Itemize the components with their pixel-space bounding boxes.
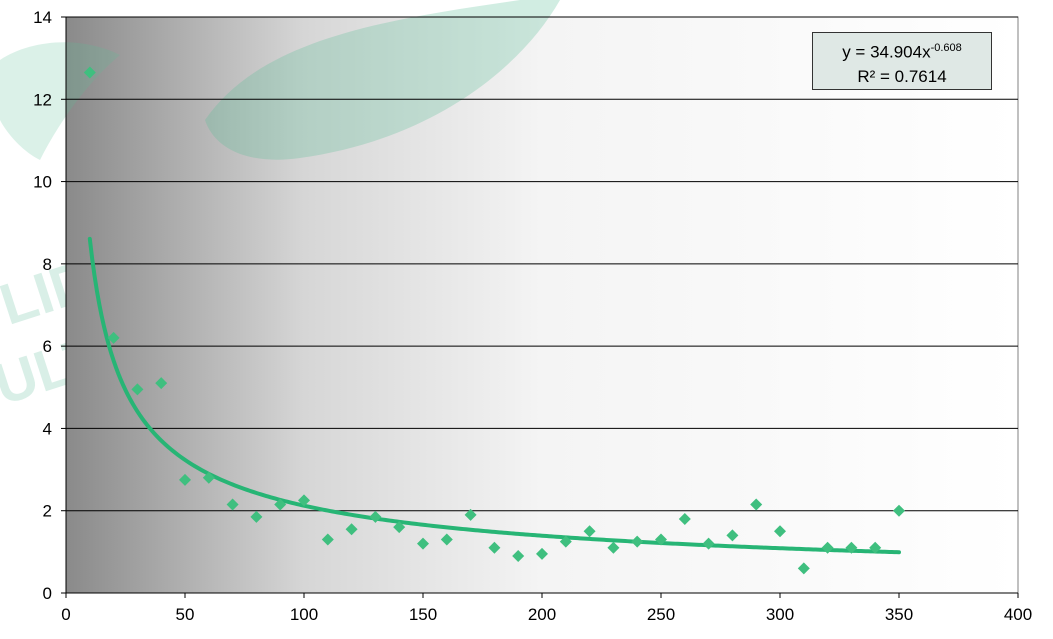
y-tick-label: 10 — [33, 173, 52, 192]
x-tick-label: 50 — [176, 605, 195, 624]
data-point — [536, 547, 548, 560]
x-tick-label: 100 — [290, 605, 318, 624]
data-point — [893, 504, 905, 517]
data-point — [417, 537, 429, 550]
data-point — [655, 533, 667, 546]
data-point — [440, 533, 453, 546]
x-tick-label: 0 — [61, 605, 70, 624]
y-tick-label: 4 — [43, 419, 52, 438]
y-tick-label: 6 — [43, 337, 52, 356]
y-tick-label: 8 — [43, 255, 52, 274]
y-tick-label: 2 — [43, 502, 52, 521]
data-point — [298, 494, 310, 507]
data-point — [250, 510, 263, 523]
data-point — [464, 508, 477, 521]
data-point — [726, 529, 739, 542]
data-point — [107, 331, 120, 344]
data-point — [583, 525, 596, 538]
data-point — [678, 512, 691, 525]
y-tick-label: 0 — [43, 584, 52, 603]
data-point — [155, 377, 168, 390]
data-point — [369, 510, 382, 523]
equation-box: y = 34.904x-0.608 R² = 0.7614 — [812, 32, 992, 90]
data-point — [321, 533, 334, 546]
data-point — [821, 541, 834, 554]
plot-area — [65, 16, 1019, 594]
x-tick-label: 350 — [885, 605, 913, 624]
x-tick-labels: 0 50 100 150 200 250 300 350 400 — [61, 605, 1032, 624]
x-tick-label: 200 — [528, 605, 556, 624]
data-point — [869, 541, 882, 554]
data-point — [179, 473, 191, 486]
data-point — [845, 541, 858, 554]
data-points — [83, 66, 905, 575]
data-point — [774, 525, 786, 538]
r-squared-text: R² = 0.7614 — [857, 66, 947, 86]
data-point — [512, 549, 525, 562]
equation-prefix: y = 34.904x — [842, 42, 931, 62]
data-point — [83, 66, 96, 79]
grid-lines — [66, 16, 1018, 512]
data-point — [202, 471, 215, 484]
data-point — [797, 562, 810, 575]
watermark-leaf-shape — [205, 0, 560, 160]
equation-line: y = 34.904x-0.608 — [813, 36, 991, 65]
data-point — [750, 498, 763, 511]
equation-exponent: -0.608 — [930, 42, 962, 54]
y-tick-label: 12 — [33, 90, 52, 109]
data-point — [226, 498, 239, 511]
x-tick-label: 400 — [1004, 605, 1032, 624]
data-point — [607, 541, 620, 554]
y-tick-label: 14 — [33, 8, 52, 27]
data-point — [393, 521, 406, 534]
y-tick-labels: 0 2 4 6 8 10 12 14 — [33, 8, 52, 603]
data-point — [631, 535, 644, 548]
trendline-group — [87, 236, 901, 555]
data-point — [274, 498, 287, 511]
axes — [61, 16, 1019, 598]
x-tick-label: 250 — [647, 605, 675, 624]
data-point — [488, 541, 501, 554]
x-tick-label: 150 — [409, 605, 437, 624]
data-point — [559, 535, 572, 548]
data-point — [131, 383, 144, 396]
data-point — [702, 537, 715, 550]
x-tick-label: 300 — [766, 605, 794, 624]
power-trendline — [87, 236, 901, 555]
data-point — [345, 523, 358, 536]
